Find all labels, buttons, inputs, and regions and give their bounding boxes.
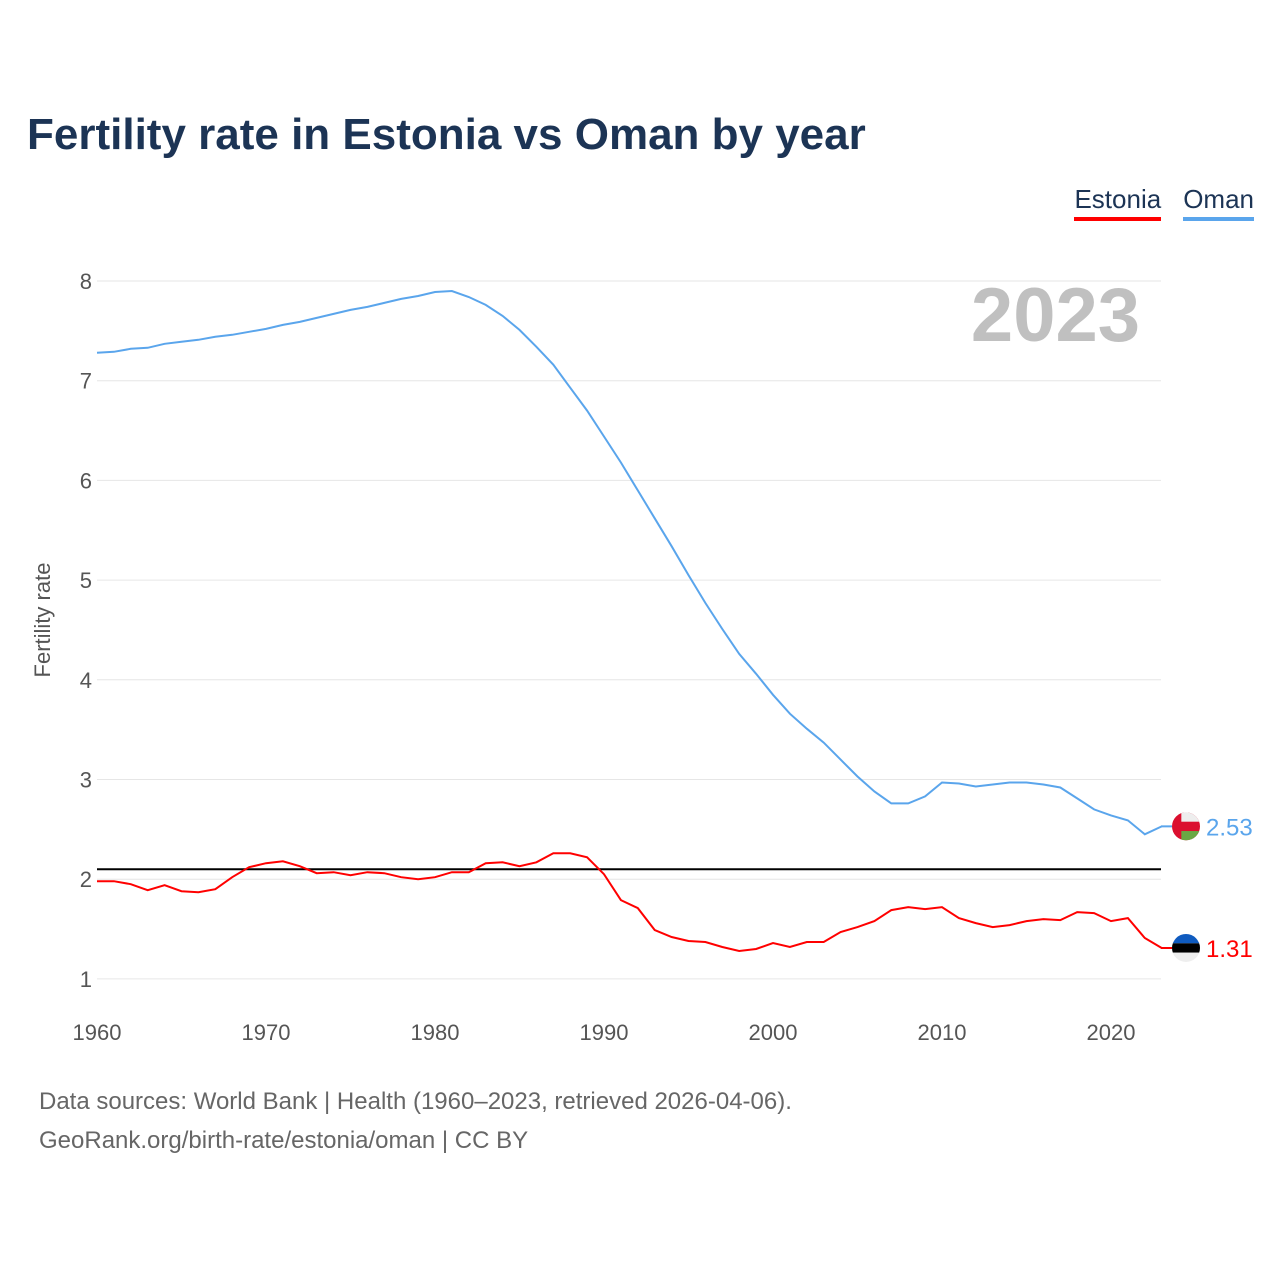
- legend: Estonia Oman: [1074, 184, 1254, 221]
- flag-band: [1181, 812, 1200, 822]
- x-tick-label: 1970: [242, 1020, 291, 1045]
- y-axis-label: Fertility rate: [30, 563, 55, 678]
- y-tick-label: 1: [80, 967, 92, 992]
- series-line-oman: [96, 289, 1163, 836]
- y-tick-label: 5: [80, 568, 92, 593]
- y-tick-label: 4: [80, 668, 92, 693]
- chart-title: Fertility rate in Estonia vs Oman by yea…: [27, 110, 866, 159]
- flag-fill: [1172, 933, 1200, 962]
- y-tick-label: 6: [80, 468, 92, 493]
- x-tick-label: 1980: [411, 1020, 460, 1045]
- flag-band: [1172, 933, 1200, 944]
- y-tick-label: 3: [80, 768, 92, 793]
- x-tick-label: 2020: [1087, 1020, 1136, 1045]
- legend-oman[interactable]: Oman: [1183, 184, 1254, 221]
- year-watermark: 2023: [971, 273, 1140, 358]
- flag-band: [1172, 952, 1200, 962]
- end-value-label-oman: 2.53: [1206, 814, 1253, 841]
- y-tick-label: 2: [80, 867, 92, 892]
- source-note: Data sources: World Bank | Health (1960–…: [39, 1088, 792, 1115]
- x-tick-label: 2010: [918, 1020, 967, 1045]
- flag-estonia-icon: [1172, 933, 1200, 962]
- x-tick-label: 2000: [749, 1020, 798, 1045]
- series-line-estonia: [97, 852, 1163, 953]
- x-tick-label: 1960: [73, 1020, 122, 1045]
- source-link[interactable]: GeoRank.org/birth-rate/estonia/oman | CC…: [39, 1127, 529, 1154]
- y-tick-label: 8: [80, 269, 92, 294]
- flag-band: [1172, 943, 1200, 953]
- flag-oman-icon: [1172, 812, 1200, 841]
- end-value-label-estonia: 1.31: [1206, 936, 1253, 963]
- legend-estonia[interactable]: Estonia: [1074, 184, 1162, 221]
- y-tick-label: 7: [80, 369, 92, 394]
- flag-fill: [1172, 812, 1200, 841]
- x-tick-label: 1990: [580, 1020, 629, 1045]
- flag-band: [1181, 831, 1200, 841]
